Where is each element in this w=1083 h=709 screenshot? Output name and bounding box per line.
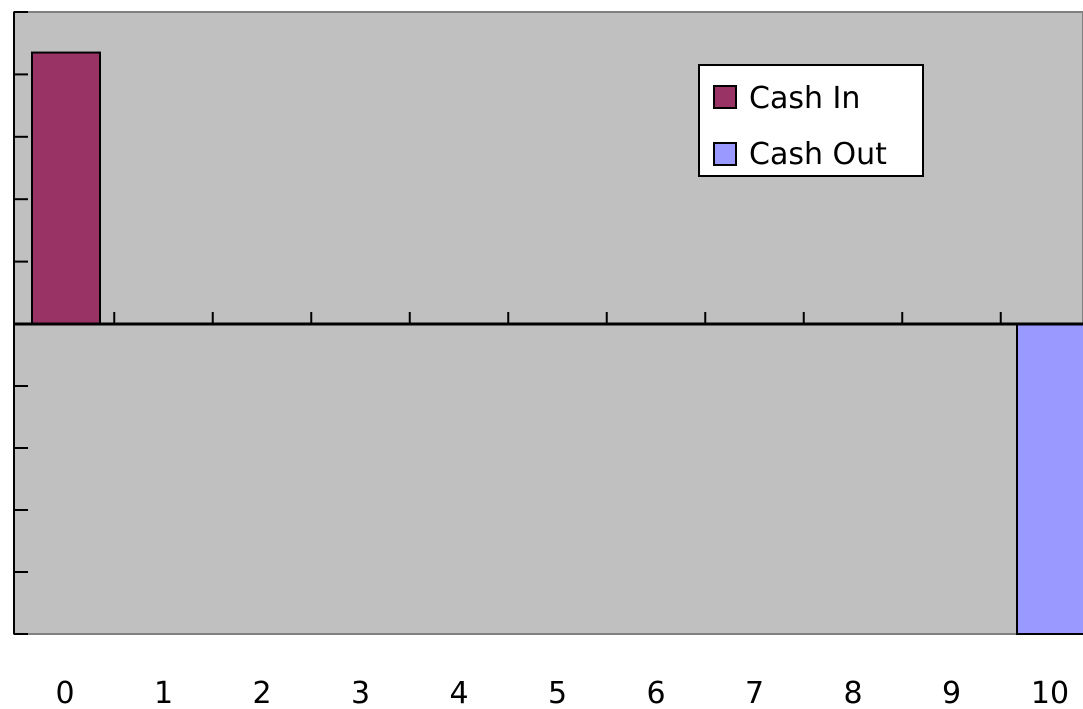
x-tick-label-9: 9 [942,676,961,709]
x-tick-label-7: 7 [745,676,764,709]
y-ticks-group [14,11,28,635]
x-tick-label-10: 10 [1031,676,1069,709]
legend: Cash In Cash Out [698,64,924,177]
legend-label-cash-in: Cash In [749,81,860,116]
x-tick-label-6: 6 [646,676,665,709]
x-tick-label-3: 3 [351,676,370,709]
bar-cash-in-0 [31,51,101,326]
legend-swatch-cash-in [713,85,737,109]
x-tick-label-5: 5 [548,676,567,709]
x-tick-labels-group: 0 1 2 3 4 5 6 7 8 9 10 [55,676,1069,709]
x-tick-label-0: 0 [55,676,74,709]
x-tick-label-2: 2 [252,676,271,709]
x-tick-label-4: 4 [449,676,468,709]
x-tick-label-8: 8 [843,676,862,709]
x-tick-label-1: 1 [154,676,173,709]
bars-group [31,51,1083,635]
legend-swatch-cash-out [713,142,737,166]
legend-label-cash-out: Cash Out [749,137,887,172]
x-ticks-group [113,312,1002,324]
bar-cash-out-10 [1016,323,1083,635]
